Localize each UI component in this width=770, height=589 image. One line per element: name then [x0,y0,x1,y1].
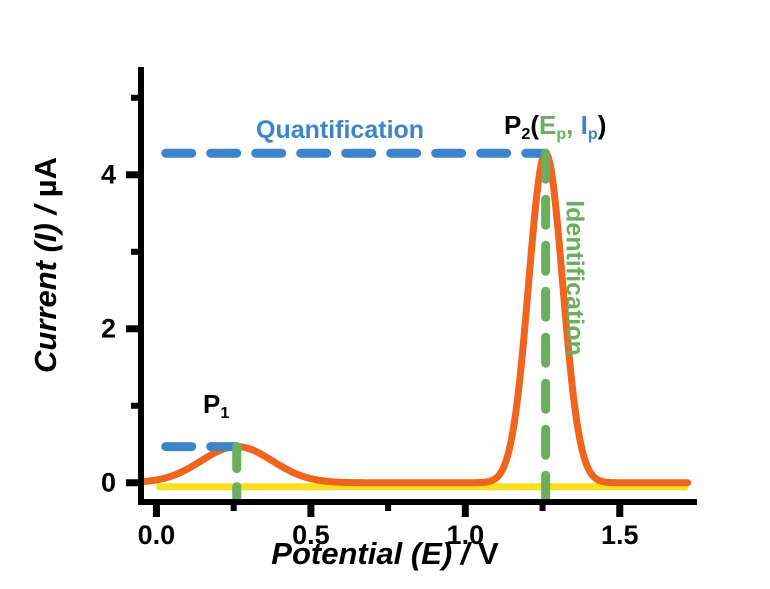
x-tick-label-0: 0.0 [137,520,176,550]
y-axis-title-main: Current ( [28,242,63,373]
peak-p2-label: P2(Ep, Ip) [504,110,607,143]
x-axis-title-main: Potential ( [271,536,422,571]
peak-p2-ep-base: E [538,110,557,140]
x-tick-label-3: 1.5 [600,520,639,550]
peak-p2-ep-subscript: p [556,124,567,143]
x-tick-label-1: 0.5 [292,520,330,550]
peak-p2-subscript: 2 [521,124,531,143]
peak-p1-label: P1 [203,389,230,422]
peak-p2-comma: , [566,110,581,140]
y-axis-title-unit: µA [28,157,63,198]
peak-p2-ip-subscript: p [587,124,598,143]
x-axis-title: Potential (E) / V [271,536,498,572]
quantification-label: Quantification [256,116,425,144]
y-axis-title-symbol: I [28,233,63,243]
x-axis-title-tail: ) / [441,536,479,571]
peak-p2-close-paren: ) [597,110,607,140]
y-tick-label-0: 0 [100,467,116,498]
peak-p2-base: P [504,110,522,140]
y-axis-tick-marks [126,94,141,487]
x-axis-title-unit: V [478,536,499,571]
y-tick-label-1: 2 [100,313,116,344]
voltammogram-curve [137,149,692,487]
peak-p2-open-paren: ( [530,110,539,140]
x-tick-label-2: 1.0 [446,520,485,550]
identification-label: Identification [560,200,589,356]
y-tick-label-2: 4 [100,159,116,190]
x-axis-title-symbol: E [421,536,442,571]
y-axis-title: Current (I) / µA [28,157,64,373]
peak-p2-ip-base: I [580,110,588,140]
peak-p1-base: P [203,389,221,419]
x-axis-tick-marks [152,502,624,517]
peak-p1-subscript: 1 [220,403,230,422]
y-axis-title-tail: ) / [28,197,63,234]
